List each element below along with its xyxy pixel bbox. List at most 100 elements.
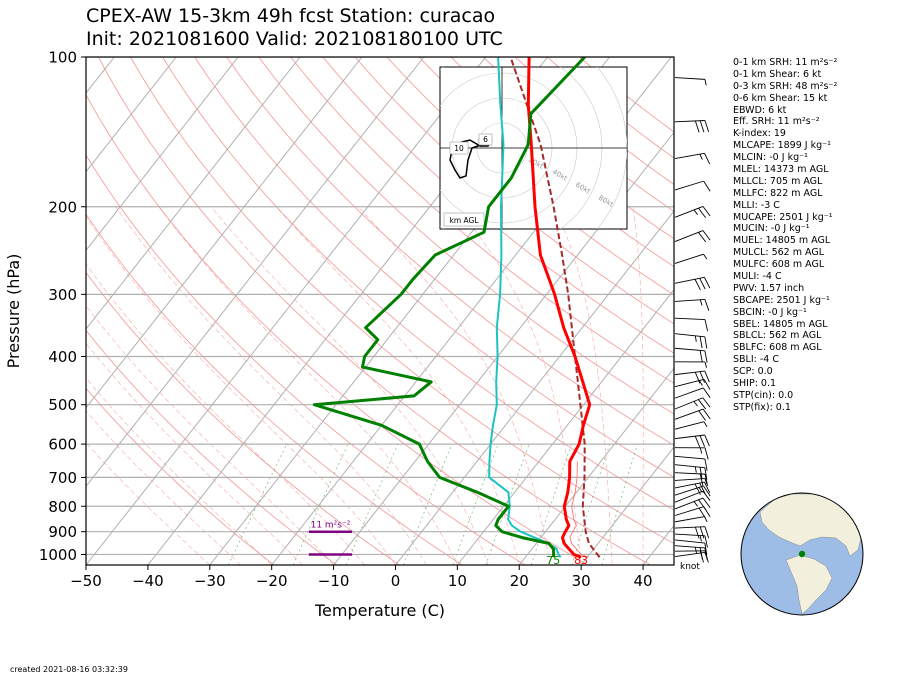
dry-adiabat (86, 387, 275, 565)
moist-adiabat (86, 215, 396, 565)
y-tick-label: 300 (48, 286, 77, 304)
hodo-box-label: km AGL (449, 216, 479, 225)
isotherm (86, 57, 487, 565)
index-line: MLEL: 14373 m AGL (733, 164, 829, 176)
index-line: STP(cin): 0.0 (733, 389, 794, 401)
index-line: SBLFC: 608 m AGL (733, 342, 822, 354)
wind-barb (674, 299, 710, 311)
wind-barb (674, 230, 711, 243)
index-line: 0-1 km SRH: 11 m²s⁻² (733, 57, 838, 68)
globe-locator-map (740, 492, 864, 616)
y-tick-label: 700 (48, 469, 77, 487)
index-line: 0-3 km SRH: 48 m²s⁻² (733, 80, 838, 92)
dry-adiabat (86, 93, 588, 565)
moist-adiabat (86, 442, 211, 565)
x-tick-label: 30 (572, 572, 591, 590)
isotherm (86, 57, 239, 252)
dry-adiabat (98, 57, 651, 565)
index-line: MLLFC: 822 m AGL (733, 187, 823, 199)
x-tick-label: −10 (318, 572, 350, 590)
moist-adiabat (158, 206, 458, 565)
dry-adiabat (162, 57, 674, 511)
isotherm (86, 57, 363, 409)
dry-adiabat (322, 57, 674, 354)
wind-barb (674, 387, 711, 399)
moist-adiabat (86, 263, 365, 565)
moist-adiabat (115, 206, 427, 565)
index-line: MUEL: 14805 m AGL (733, 235, 831, 247)
wind-barb (674, 333, 708, 349)
wind-barb (674, 276, 711, 291)
moist-adiabat (632, 206, 644, 565)
hodo-height-label: 10 (454, 144, 464, 153)
moist-adiabat (86, 305, 334, 565)
y-tick-label: 800 (48, 498, 77, 516)
y-tick-label: 1000 (39, 546, 77, 564)
index-line: SBLCL: 562 m AGL (733, 330, 822, 342)
isotherm (333, 131, 674, 565)
index-line: EBWD: 6 kt (733, 104, 787, 116)
index-line: MLLI: -3 C (733, 199, 780, 211)
isotherm (86, 57, 301, 330)
wind-barb (674, 152, 711, 165)
index-line: SBEL: 14805 m AGL (733, 318, 828, 330)
x-axis: −50 −40 −30 −20 −10 0 10 20 30 40 (70, 565, 653, 590)
x-tick-label: −30 (194, 572, 226, 590)
y-axis-label: Pressure (hPa) (4, 254, 23, 369)
wind-barb (674, 77, 707, 86)
moist-adiabat (86, 410, 241, 565)
moist-adiabat (275, 206, 520, 565)
index-line: MULI: -4 C (733, 271, 782, 283)
moist-adiabat (86, 377, 272, 565)
isotherm (456, 288, 674, 565)
wind-barb (674, 253, 708, 264)
index-line: MULFC: 608 m AGL (733, 259, 825, 271)
wind-barb (674, 455, 708, 471)
chart-title: CPEX-AW 15-3km 49h fcst Station: curacao (86, 5, 496, 27)
x-axis-label: Temperature (C) (314, 601, 445, 620)
isotherm (395, 210, 674, 565)
y-tick-label: 600 (48, 436, 77, 454)
wind-barb (674, 408, 711, 421)
mixing-ratio-line (403, 443, 453, 565)
index-line: MULCL: 562 m AGL (733, 247, 825, 259)
index-line: Eff. SRH: 11 m²s⁻² (733, 116, 820, 128)
dry-adiabat (354, 57, 674, 325)
x-tick-label: 0 (391, 572, 401, 590)
chart-subtitle: Init: 2021081600 Valid: 202108180100 UTC (86, 28, 503, 50)
wind-barb (674, 533, 708, 548)
hodo-height-label: 6 (483, 135, 488, 144)
wind-barbs (674, 77, 711, 563)
surface-temp-label: 83 (574, 554, 588, 567)
index-line: MUCIN: -0 J kg⁻¹ (733, 223, 810, 235)
srh-markers (308, 530, 353, 556)
dry-adiabat (86, 271, 400, 565)
y-tick-label: 100 (48, 49, 77, 67)
index-line: K-index: 19 (733, 128, 786, 140)
index-line: STP(fix): 0.1 (733, 401, 791, 413)
moist-adiabat (210, 206, 489, 565)
isotherm (86, 57, 425, 488)
dry-adiabat (290, 57, 674, 384)
x-tick-label: −50 (70, 572, 102, 590)
hodograph-trace (449, 139, 493, 179)
wind-barb (674, 317, 709, 332)
wind-barb (674, 545, 708, 560)
surface-dewpoint-label: 75 (546, 554, 560, 567)
wind-barb (674, 205, 711, 219)
wind-units-label: knot (680, 562, 700, 572)
wind-barb (674, 464, 708, 480)
mixing-ratio-line (345, 443, 399, 565)
temperature-profile (526, 57, 592, 559)
wind-barb (674, 397, 711, 410)
index-line: MLLCL: 705 m AGL (733, 175, 823, 187)
wind-barb (674, 370, 710, 384)
dry-adiabat (86, 213, 463, 565)
wind-barb (674, 447, 709, 460)
index-line: SCP: 0.0 (733, 366, 773, 378)
plot-frame (85, 56, 675, 566)
index-line: SBCAPE: 2501 J kg⁻¹ (733, 294, 830, 306)
wind-barb (674, 434, 710, 448)
dry-adiabat (226, 57, 674, 446)
